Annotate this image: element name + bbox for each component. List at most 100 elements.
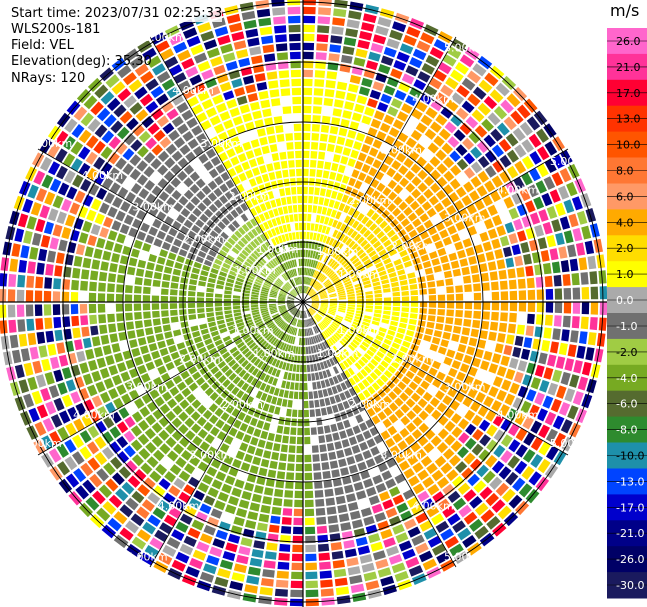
ppi-gate <box>215 529 228 540</box>
ppi-gate <box>35 276 44 289</box>
ppi-gate <box>282 106 292 114</box>
ppi-gate <box>596 333 606 347</box>
ppi-gate <box>274 236 280 245</box>
ppi-gate <box>401 290 409 296</box>
ppi-gate <box>322 470 331 479</box>
ppi-gate <box>260 308 268 311</box>
ppi-gate <box>310 223 315 231</box>
ppi-gate <box>322 235 328 243</box>
ppi-gate <box>433 135 445 147</box>
ppi-gate <box>328 326 336 333</box>
ppi-gate <box>251 493 262 503</box>
ppi-gate <box>397 351 406 359</box>
ppi-gate <box>355 48 368 58</box>
ppi-gate <box>191 519 205 531</box>
ppi-gate <box>447 490 461 503</box>
ppi-gate <box>432 543 447 556</box>
ppi-gate <box>567 163 580 179</box>
ppi-gate <box>166 338 175 346</box>
ppi-gate <box>348 377 356 386</box>
ppi-gate <box>520 400 532 414</box>
ppi-gate <box>77 206 89 219</box>
ppi-gate <box>355 433 365 443</box>
ppi-gate <box>468 255 477 265</box>
ppi-gate <box>286 315 292 322</box>
ppi-gate <box>529 239 539 252</box>
ppi-gate <box>319 308 327 312</box>
ppi-gate <box>451 233 461 243</box>
ppi-gate <box>146 456 159 468</box>
ppi-gate <box>311 445 319 453</box>
ppi-gate <box>538 209 549 222</box>
ppi-gate <box>392 21 407 33</box>
ppi-gate <box>159 249 169 258</box>
ppi-gate <box>20 245 30 259</box>
ppi-gate <box>142 521 156 535</box>
ppi-gate <box>304 319 306 328</box>
ppi-gate <box>17 274 26 288</box>
ppi-gate <box>36 262 45 275</box>
ppi-gate <box>306 286 310 294</box>
ppi-gate <box>373 368 382 377</box>
ppi-gate <box>159 443 171 455</box>
ppi-gate <box>272 497 283 507</box>
ppi-gate <box>204 128 216 139</box>
ppi-gate <box>386 351 395 359</box>
ppi-gate <box>192 240 202 249</box>
ppi-gate <box>297 204 303 213</box>
ppi-gate <box>59 410 71 424</box>
ppi-gate <box>356 307 364 311</box>
ppi-gate <box>400 510 413 522</box>
ppi-gate <box>357 152 367 162</box>
ppi-gate <box>201 69 214 80</box>
ppi-gate <box>105 478 119 492</box>
ppi-radial-line <box>37 148 304 303</box>
ppi-gate <box>319 253 324 261</box>
ppi-gate <box>154 358 164 368</box>
ppi-gate <box>240 462 251 472</box>
ppi-gate <box>323 319 330 325</box>
ppi-gate <box>312 260 316 268</box>
ppi-gate <box>363 69 376 79</box>
ppi-gate <box>315 271 320 279</box>
ppi-gate <box>259 411 267 421</box>
colorbar-tick-label: -1.0 <box>616 320 637 333</box>
ppi-gate <box>199 275 208 282</box>
ppi-gate <box>119 504 134 518</box>
ppi-gate <box>305 310 309 318</box>
ppi-gate <box>382 499 394 510</box>
ppi-gate <box>284 417 291 426</box>
ppi-gate <box>125 359 135 370</box>
ppi-gate <box>259 372 267 381</box>
ppi-gate <box>246 375 254 384</box>
ppi-gate <box>363 318 371 324</box>
ppi-gate <box>276 570 289 579</box>
ppi-gate <box>497 185 509 198</box>
ppi-gate <box>108 167 120 180</box>
ppi-gate <box>247 511 259 521</box>
ppi-gate <box>276 52 288 61</box>
ppi-gate <box>9 381 21 396</box>
ppi-radial-line <box>302 36 457 303</box>
ppi-gate <box>323 341 330 349</box>
ppi-gate <box>289 326 294 334</box>
ppi-gate <box>307 213 312 222</box>
ppi-gate <box>93 140 106 154</box>
ppi-gate <box>308 187 314 195</box>
ppi-gate <box>173 443 185 455</box>
ppi-gate <box>446 302 455 309</box>
ppi-gate <box>407 496 420 508</box>
ppi-gate <box>141 499 155 512</box>
ppi-gate <box>416 194 427 205</box>
ppi-gate <box>303 33 315 42</box>
ppi-gate <box>153 449 165 462</box>
ppi-gate <box>489 476 503 490</box>
ppi-gate <box>303 159 310 168</box>
ppi-gate <box>303 338 306 346</box>
ppi-gate <box>108 136 121 150</box>
ppi-gate <box>241 359 249 368</box>
ppi-gate <box>551 261 561 274</box>
ppi-gate <box>106 303 115 313</box>
ppi-gate <box>378 347 388 355</box>
ppi-gate <box>190 411 201 422</box>
